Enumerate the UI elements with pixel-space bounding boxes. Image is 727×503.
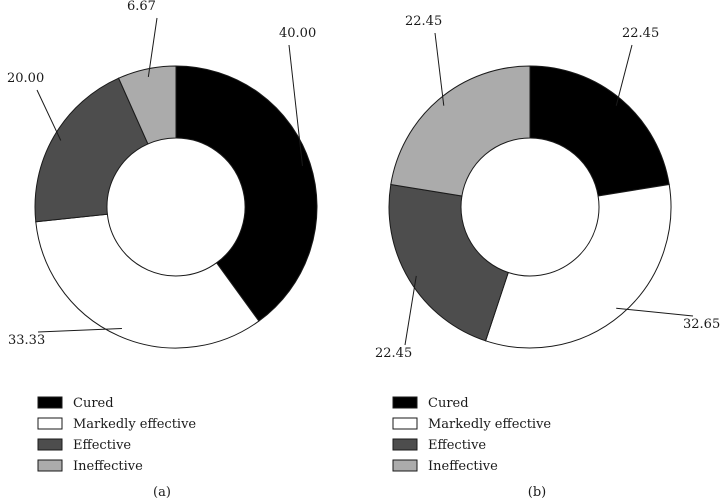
legend-swatch-effective [37, 438, 63, 451]
chart-b: 22.45 32.65 22.45 22.45 Cured Markedly e… [375, 14, 720, 500]
data-label-cured: 22.45 [622, 26, 659, 41]
slice-markedly-effective [35, 213, 260, 349]
leader-line-cured [288, 44, 303, 166]
chart-a: 40.00 33.33 20.00 6.67 Cured Markedly ef… [7, 0, 318, 500]
legend-label-ineffective: Ineffective [428, 459, 498, 474]
slice-effective [34, 77, 149, 223]
data-label-markedly-effective: 32.65 [683, 317, 720, 332]
data-label-markedly-effective: 33.33 [8, 333, 45, 348]
slice-ineffective [117, 65, 177, 145]
slice-cured [175, 65, 318, 322]
leader-line-markedly-effective [616, 307, 694, 317]
leader-line-effective [404, 275, 417, 346]
legend-swatch-markedly-effective [392, 417, 418, 430]
chart-caption: (b) [528, 485, 546, 500]
slice-cured [529, 65, 670, 197]
legend-swatch-cured [37, 396, 63, 409]
legend-label-markedly-effective: Markedly effective [73, 417, 196, 432]
leader-line-markedly-effective [37, 328, 122, 333]
legend-swatch-cured [392, 396, 418, 409]
legend-swatch-ineffective [392, 459, 418, 472]
data-label-effective: 20.00 [7, 71, 44, 86]
slice-ineffective [390, 65, 531, 197]
legend-swatch-ineffective [37, 459, 63, 472]
data-label-cured: 40.00 [279, 26, 316, 41]
legend-label-cured: Cured [73, 396, 114, 411]
data-label-ineffective: 22.45 [405, 14, 442, 29]
slice-markedly-effective [484, 183, 672, 349]
legend: Cured Markedly effective Effective Ineff… [37, 396, 196, 474]
data-label-ineffective: 6.67 [127, 0, 156, 14]
legend-label-effective: Effective [73, 438, 131, 453]
legend-label-cured: Cured [428, 396, 469, 411]
leader-line-cured [615, 44, 633, 106]
legend-label-ineffective: Ineffective [73, 459, 143, 474]
data-label-effective: 22.45 [375, 346, 412, 361]
slice-effective [388, 183, 509, 342]
leader-line-ineffective [434, 32, 445, 106]
leader-line-effective [36, 89, 62, 141]
legend-swatch-markedly-effective [37, 417, 63, 430]
legend-label-markedly-effective: Markedly effective [428, 417, 551, 432]
legend-label-effective: Effective [428, 438, 486, 453]
legend: Cured Markedly effective Effective Ineff… [392, 396, 551, 474]
legend-swatch-effective [392, 438, 418, 451]
chart-caption: (a) [153, 485, 171, 500]
leader-line-ineffective [147, 17, 158, 77]
